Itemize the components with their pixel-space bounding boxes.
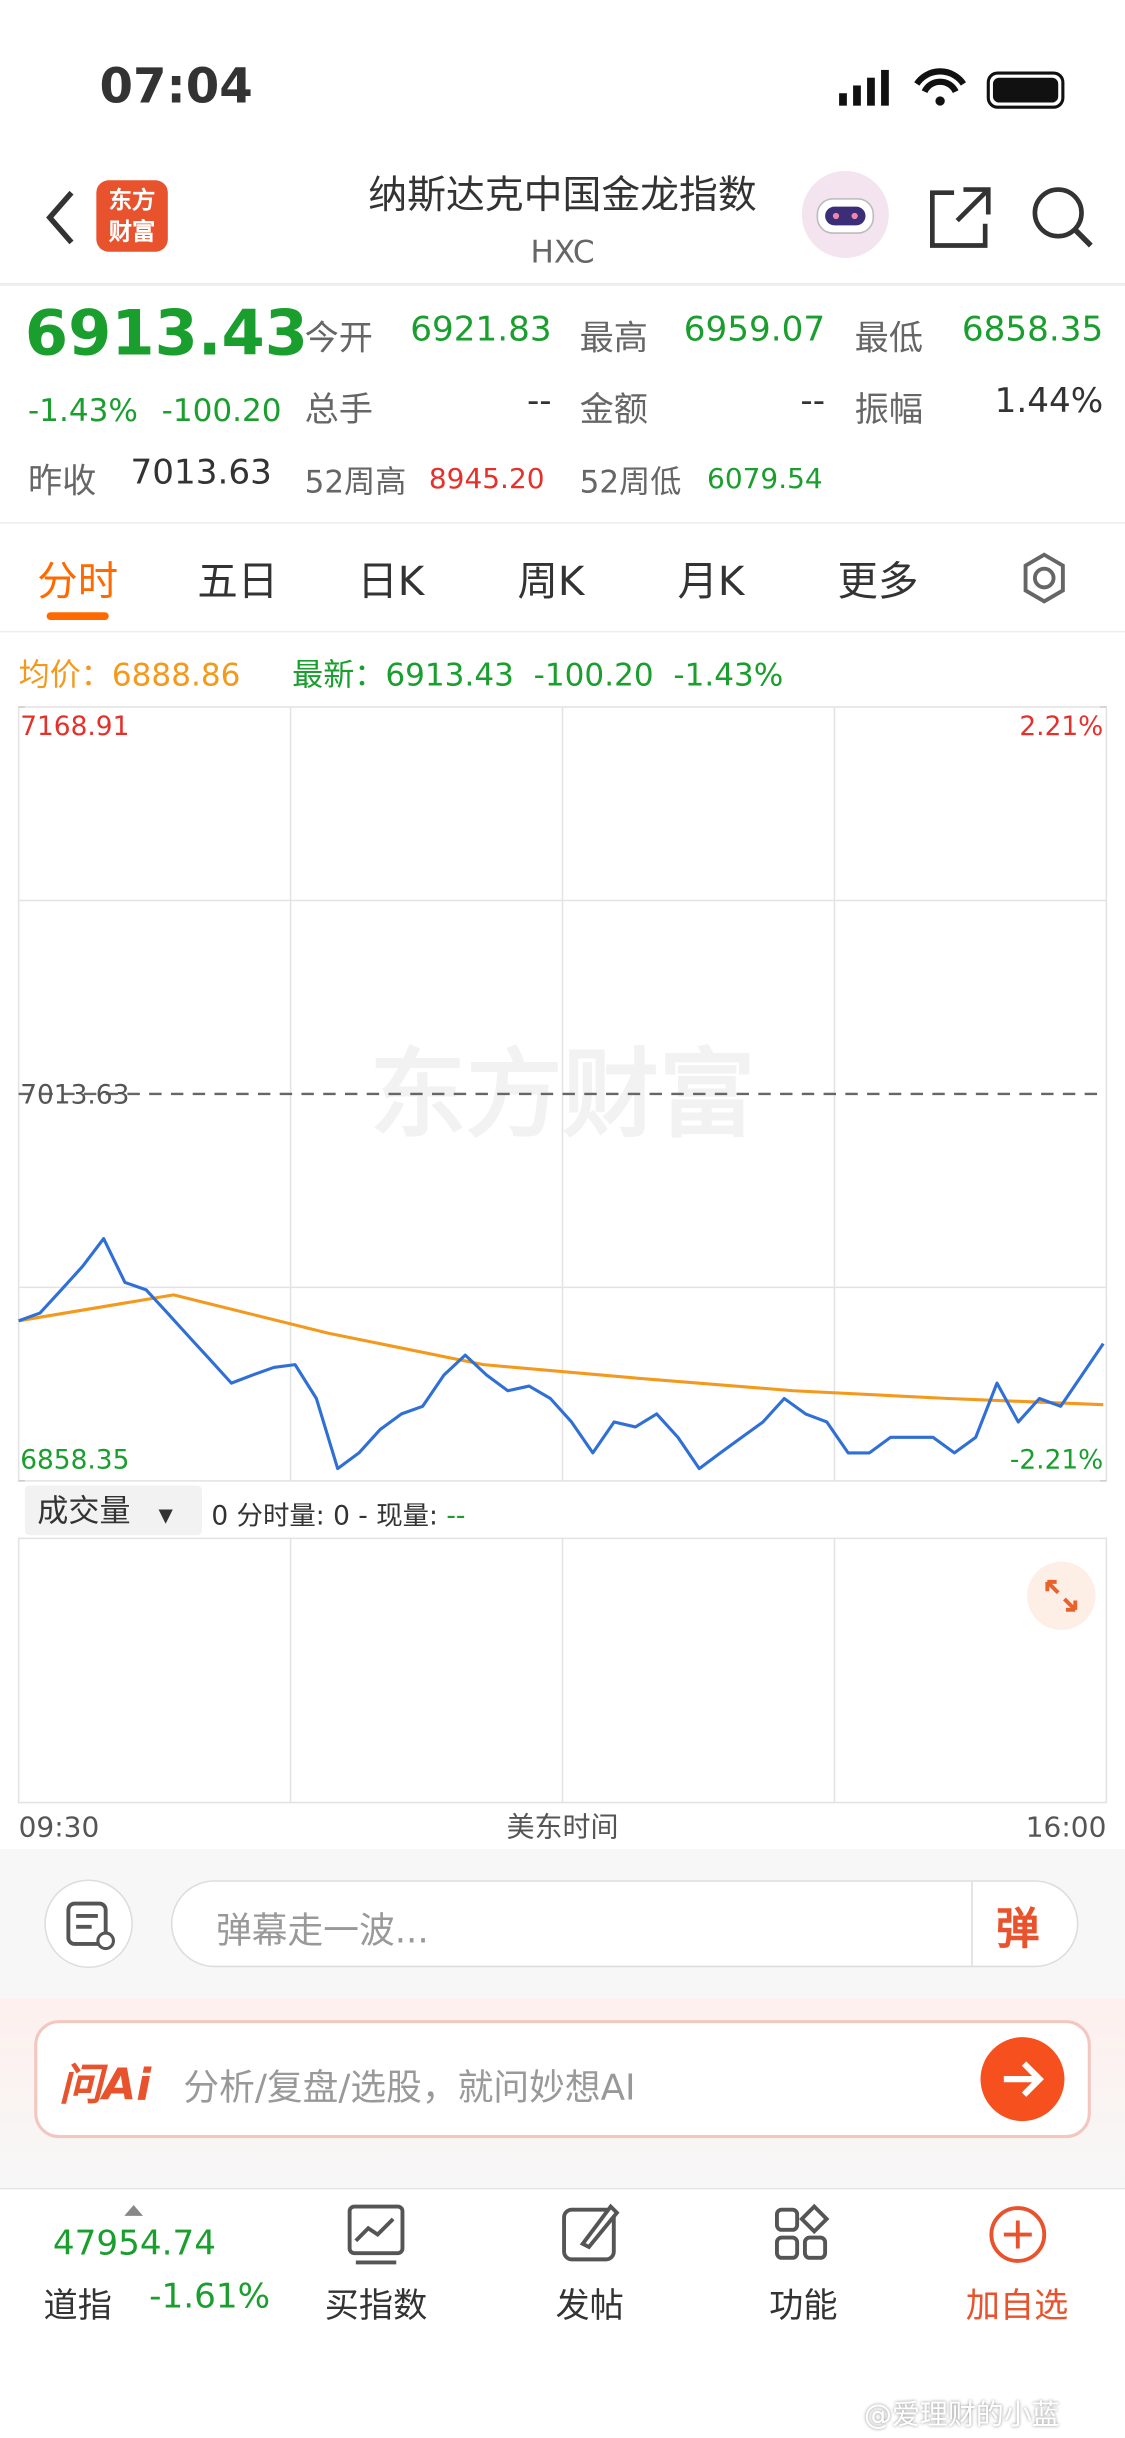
tab[interactable]: 日K [357, 559, 425, 607]
nav-label[interactable]: 发帖 [555, 2287, 624, 2327]
share-icon[interactable] [926, 183, 994, 251]
label: 均价： [18, 655, 112, 694]
latest-change: -100.20 [533, 655, 654, 694]
volume-selector[interactable]: 成交量 ▼ [24, 1485, 203, 1536]
field-label: 最高 [579, 320, 649, 359]
field-value: -- [800, 382, 826, 422]
tab[interactable]: 周K [517, 559, 585, 607]
volume-info: 0 分时量: 0 - 现量: -- [211, 1493, 465, 1532]
nav-icon[interactable] [340, 2200, 411, 2271]
y-tick-label: 6858.35 [20, 1444, 129, 1475]
ai-input[interactable]: 问Ai 分析/复盘/选股，就问妙想AI [34, 2020, 1091, 2139]
field-value: 6959.07 [683, 310, 826, 350]
y-tick-label: 7013.63 [20, 1079, 129, 1110]
latest: 最新：6913.43 -100.20 -1.43% [292, 650, 783, 695]
logo-line: 财富 [108, 217, 156, 246]
volume-current: -- [446, 1501, 466, 1533]
latest-value: 6913.43 [385, 655, 514, 694]
nav-icon[interactable] [981, 2200, 1052, 2271]
comment-input[interactable]: 弹幕走一波... 弹 [170, 1880, 1079, 1968]
series-line [18, 1237, 1105, 1471]
avg-label: 均价：6888.86 [19, 650, 241, 695]
x-tick-label: 16:00 [1026, 1811, 1107, 1844]
field-value: -- [526, 382, 552, 422]
field-label: 52周低 [579, 463, 682, 501]
send-button[interactable] [979, 2036, 1066, 2123]
field-label: 金额 [579, 391, 649, 431]
price: 6913.43 [24, 298, 308, 370]
field-value: 1.44% [994, 382, 1104, 422]
nav-label[interactable]: 功能 [769, 2287, 838, 2327]
latest-pct: -1.43% [673, 655, 784, 694]
page-title: 纳斯达克中国金龙指数 [368, 172, 757, 218]
label: 最新： [292, 655, 386, 694]
ai-logo: 问Ai [59, 2058, 152, 2111]
expand-icon[interactable] [1026, 1560, 1097, 1631]
placeholder: 分析/复盘/选股，就问妙想AI [183, 2068, 636, 2109]
nav-label[interactable]: 加自选 [965, 2287, 1069, 2327]
field-label: 今开 [304, 320, 373, 359]
field-label: 昨收 [27, 463, 97, 502]
search-icon[interactable] [1029, 183, 1097, 251]
divider [0, 522, 1125, 524]
chart: 东方财富 6858.35 7013.63 7168.91 -2.21% 2.21% 09:3… [17, 706, 1108, 1844]
field-value: 6079.54 [707, 463, 823, 496]
watermark: 东方财富 [370, 1039, 755, 1151]
nav-label[interactable]: 买指数 [324, 2287, 428, 2327]
tab[interactable]: 更多 [837, 559, 919, 607]
back-icon[interactable] [37, 186, 84, 248]
tab[interactable]: 月K [677, 559, 745, 607]
field-value: 7013.63 [130, 453, 272, 493]
volume-frame [17, 1537, 1108, 1804]
field-label: 总手 [304, 391, 373, 431]
field-value: 8945.20 [428, 463, 545, 496]
comment-icon[interactable] [44, 1879, 134, 1969]
status-time: 07:04 [99, 59, 253, 115]
tab-indicator [46, 612, 109, 621]
field-label: 52周高 [304, 463, 407, 501]
index-name: 道指 [43, 2287, 112, 2327]
x-tick-label: 美东时间 [507, 1811, 619, 1844]
field-label: 最低 [854, 320, 924, 359]
divider [0, 282, 1125, 286]
status-icons [839, 68, 1065, 109]
divider [0, 630, 1125, 633]
change: -100.20 [161, 391, 282, 429]
x-tick-label: 09:30 [19, 1811, 100, 1844]
tab[interactable]: 分时 [37, 559, 119, 607]
volume-text: 0 分时量: 0 - 现量: [211, 1501, 438, 1533]
field-label: 振幅 [854, 391, 924, 431]
index-pct: -1.61% [149, 2278, 271, 2317]
selector-label: 成交量 [37, 1491, 131, 1530]
arrow [124, 2196, 143, 2216]
placeholder: 弹幕走一波... [215, 1911, 429, 1952]
field-value: 6921.83 [410, 310, 552, 350]
logo-line: 东方 [108, 186, 156, 215]
y2-tick-label: -2.21% [1010, 1444, 1103, 1475]
avg-value: 6888.86 [111, 655, 241, 694]
app-logo[interactable]: 东方 财富 [96, 180, 168, 252]
change-pct: -1.43% [27, 391, 138, 429]
nav-icon[interactable] [768, 2200, 839, 2271]
series-line [18, 1293, 1104, 1407]
index-value: 47954.74 [52, 2225, 216, 2265]
settings-icon[interactable] [1016, 550, 1072, 606]
watermark: @爱理财的小蓝 [863, 2399, 1060, 2432]
field-value: 6858.35 [961, 310, 1104, 350]
nav-icon[interactable] [554, 2200, 625, 2271]
y-tick-label: 7168.91 [20, 711, 129, 742]
y2-tick-label: 2.21% [1019, 711, 1103, 742]
danmaku-button[interactable]: 弹 [996, 1903, 1040, 1955]
ai-avatar[interactable] [799, 168, 892, 261]
tab[interactable]: 五日 [197, 559, 279, 607]
page-code: HXC [530, 233, 595, 271]
